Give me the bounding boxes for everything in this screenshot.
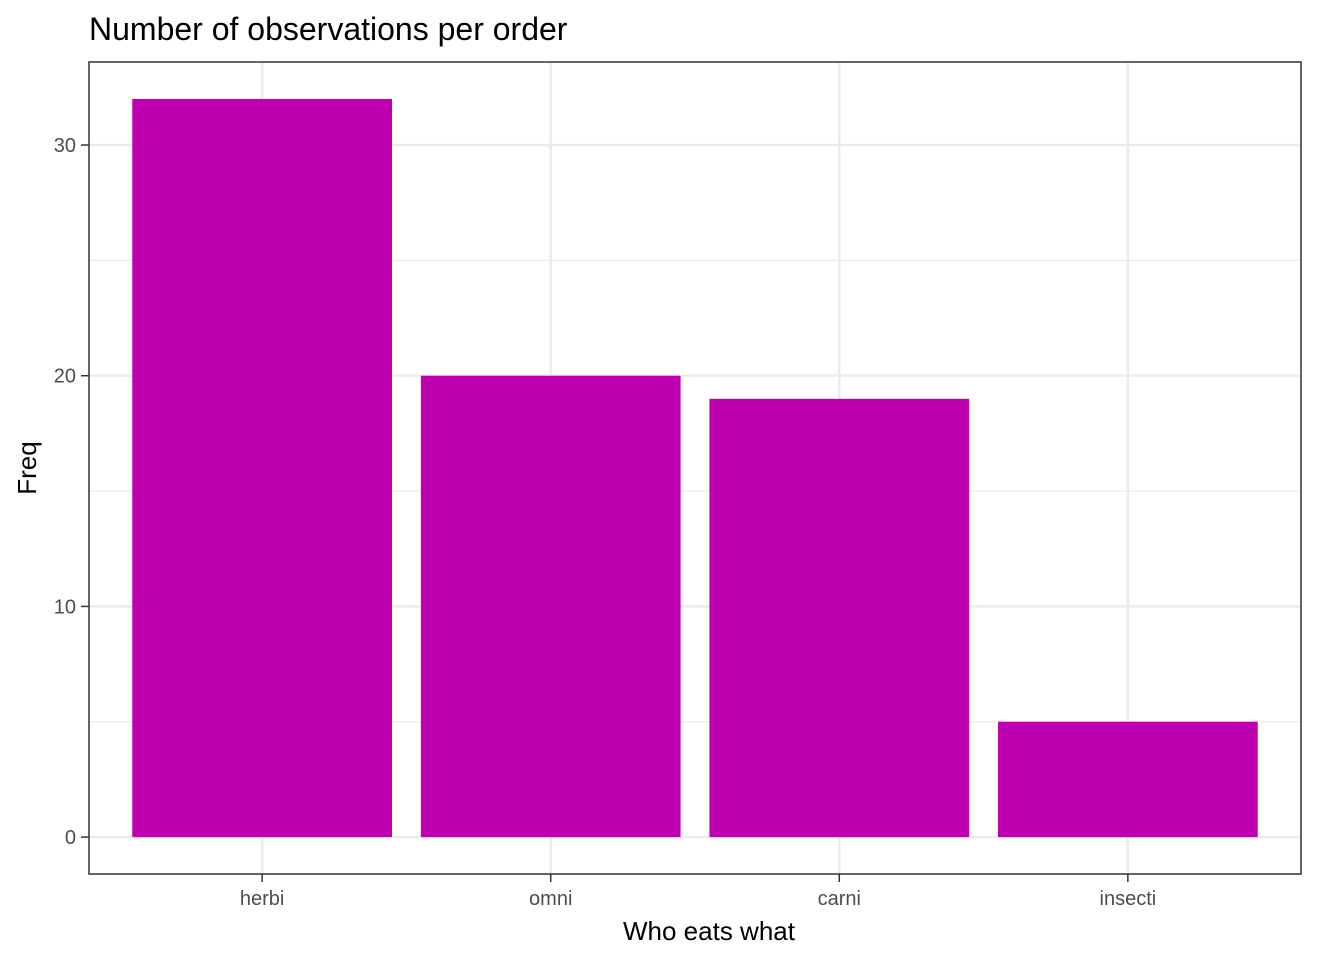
x-tick-label-carni: carni [818,888,861,910]
x-tick-label-insecti: insecti [1100,888,1157,910]
y-axis-title: Freq [12,441,42,494]
x-tick-label-herbi: herbi [240,888,284,910]
bar-omni [420,375,681,838]
chart-title: Number of observations per order [89,11,568,47]
bar-herbi [132,98,393,838]
bar-insecti [998,721,1258,838]
y-tick-label: 10 [54,596,76,618]
axes: 0 10 20 30 herbi omni carni insecti [54,135,1156,910]
bar-carni [709,398,970,838]
y-tick-label: 0 [65,827,76,849]
y-tick-label: 30 [54,135,76,157]
x-tick-label-omni: omni [529,888,572,910]
x-axis-title: Who eats what [623,916,796,946]
bars [132,98,1258,838]
panel-border [88,61,1302,875]
y-tick-label: 20 [54,366,76,388]
